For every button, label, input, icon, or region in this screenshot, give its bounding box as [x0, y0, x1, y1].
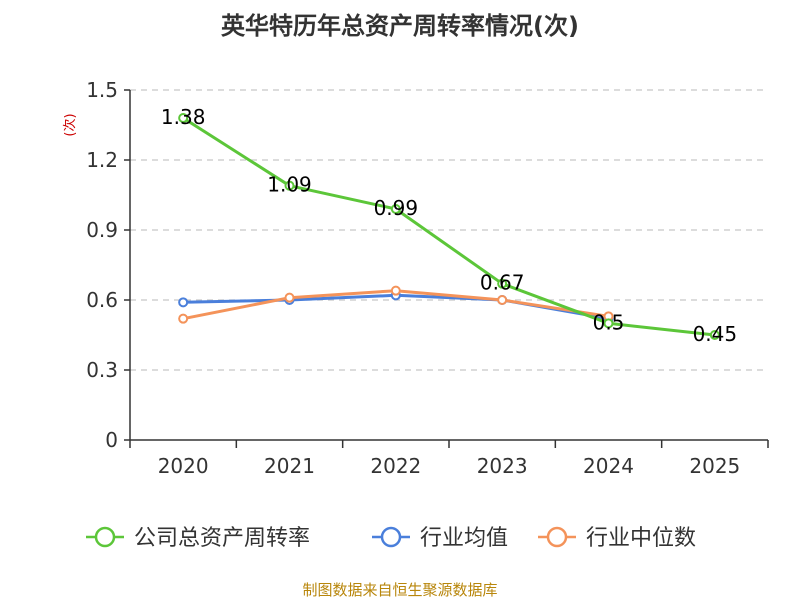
- x-tick-label: 2021: [264, 454, 315, 478]
- y-tick-label: 1.5: [86, 78, 118, 102]
- axes: 0 0.3 0.6 0.9 1.2 1.5 2020 2021 2022 2023 2024 2025: [86, 78, 769, 478]
- x-tick-label: 2024: [583, 454, 634, 478]
- data-point: [284, 180, 295, 191]
- data-point: [178, 313, 189, 324]
- legend-label: 公司总资产周转率: [134, 526, 310, 551]
- y-tick-label: 0.9: [86, 218, 118, 242]
- x-tick-label: 2022: [370, 454, 421, 478]
- data-point: [497, 295, 508, 305]
- data-label: 1.38: [161, 105, 206, 129]
- data-labels: 1.38 1.09 0.99 0.67 0.5 0.45: [161, 105, 737, 346]
- data-point: [709, 330, 720, 340]
- x-tick-label: 2025: [689, 454, 740, 478]
- series-line-0: [181, 116, 717, 337]
- legend: 公司总资产周转率 行业均值 行业中位数: [86, 526, 696, 551]
- legend-marker: [94, 526, 116, 548]
- data-point: [390, 285, 401, 296]
- y-tick-label: 1.2: [86, 148, 118, 172]
- legend-label: 行业中位数: [586, 526, 696, 551]
- series: [178, 113, 720, 340]
- legend-item[interactable]: 行业均值: [372, 526, 508, 551]
- legend-item[interactable]: 公司总资产周转率: [86, 526, 310, 551]
- y-tick-label: 0: [105, 428, 118, 452]
- legend-marker: [380, 526, 402, 548]
- data-label: 0.99: [374, 196, 419, 220]
- data-label: 0.45: [693, 322, 738, 346]
- y-tick-label: 0.6: [86, 288, 118, 312]
- data-point: [178, 297, 189, 308]
- data-label: 1.09: [267, 173, 312, 197]
- legend-label: 行业均值: [420, 526, 508, 551]
- data-point: [178, 113, 189, 123]
- gridlines: [130, 89, 768, 371]
- data-point: [603, 318, 614, 329]
- legend-item[interactable]: 行业中位数: [538, 526, 696, 551]
- chart-title: 英华特历年总资产周转率情况(次): [221, 12, 579, 40]
- x-tick-label: 2020: [158, 454, 209, 478]
- data-point: [390, 204, 401, 214]
- data-point: [497, 278, 508, 289]
- legend-marker: [546, 526, 568, 548]
- data-label: 0.5: [593, 310, 625, 334]
- y-axis-label: (次): [62, 113, 78, 136]
- data-label: 0.67: [480, 271, 525, 295]
- data-point: [284, 292, 295, 303]
- y-tick-label: 0.3: [86, 358, 118, 382]
- source-note: 制图数据来自恒生聚源数据库: [302, 581, 497, 599]
- x-tick-label: 2023: [477, 454, 528, 478]
